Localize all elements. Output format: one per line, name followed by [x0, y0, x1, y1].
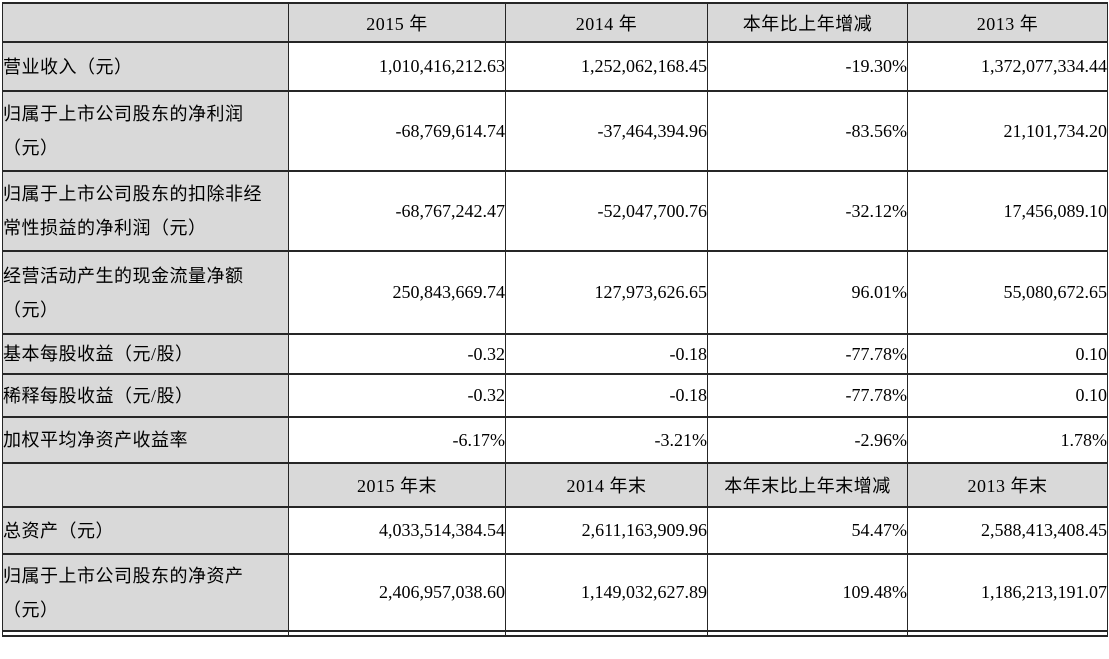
- value-2014-yearend: 1,149,032,627.89: [505, 553, 708, 632]
- financial-summary-table: 2015 年 2014 年 本年比上年增减 2013 年 营业收入（元） 1,0…: [2, 2, 1108, 637]
- value-2013: 21,101,734.20: [907, 90, 1108, 172]
- value-2013: 55,080,672.65: [907, 250, 1108, 335]
- value-2015: -0.32: [288, 373, 506, 418]
- metric-label: 归属于上市公司股东的净利润 （元）: [2, 90, 289, 172]
- value-2013: 1,372,077,334.44: [907, 41, 1108, 92]
- value-2015-yearend: 2,406,957,038.60: [288, 553, 506, 632]
- metric-label: 稀释每股收益（元/股）: [2, 373, 289, 418]
- value-2013-yearend: 2,588,413,408.45: [907, 506, 1108, 555]
- value-2014: 127,973,626.65: [505, 250, 708, 335]
- clipped-cell: [2, 630, 289, 637]
- value-2015: -0.32: [288, 333, 506, 375]
- metric-label: 经营活动产生的现金流量净额 （元）: [2, 250, 289, 335]
- value-yearend-change: 54.47%: [707, 506, 908, 555]
- table-header-row-yearend: 2015 年末 2014 年末 本年末比上年末增减 2013 年末: [2, 462, 1108, 508]
- value-2014: 1,252,062,168.45: [505, 41, 708, 92]
- table-row-operating-cash-flow: 经营活动产生的现金流量净额 （元） 250,843,669.74 127,973…: [2, 250, 1108, 335]
- value-2015: -68,769,614.74: [288, 90, 506, 172]
- header-2015: 2015 年: [288, 2, 506, 43]
- clipped-cell: [505, 630, 708, 637]
- header-yoy-change: 本年比上年增减: [707, 2, 908, 43]
- value-2014: -0.18: [505, 333, 708, 375]
- value-yoy-change: -19.30%: [707, 41, 908, 92]
- value-2013: 17,456,089.10: [907, 170, 1108, 252]
- table-row-net-assets: 归属于上市公司股东的净资产 （元） 2,406,957,038.60 1,149…: [2, 553, 1108, 632]
- header-blank: [2, 462, 289, 508]
- value-2013: 0.10: [907, 333, 1108, 375]
- metric-label: 总资产（元）: [2, 506, 289, 555]
- value-2015-yearend: 4,033,514,384.54: [288, 506, 506, 555]
- table-header-row-annual: 2015 年 2014 年 本年比上年增减 2013 年: [2, 2, 1108, 43]
- table-row-weighted-avg-roe: 加权平均净资产收益率 -6.17% -3.21% -2.96% 1.78%: [2, 416, 1108, 464]
- header-2015-yearend: 2015 年末: [288, 462, 506, 508]
- value-2014: -0.18: [505, 373, 708, 418]
- table-row-operating-revenue: 营业收入（元） 1,010,416,212.63 1,252,062,168.4…: [2, 41, 1108, 92]
- value-yoy-change: -32.12%: [707, 170, 908, 252]
- clipped-cell: [907, 630, 1108, 637]
- value-2015: 1,010,416,212.63: [288, 41, 506, 92]
- value-2013-yearend: 1,186,213,191.07: [907, 553, 1108, 632]
- metric-label: 基本每股收益（元/股）: [2, 333, 289, 375]
- clipped-cell: [707, 630, 908, 637]
- table-row-clipped: [2, 630, 1108, 637]
- value-yoy-change: -83.56%: [707, 90, 908, 172]
- header-2013: 2013 年: [907, 2, 1108, 43]
- value-2015: 250,843,669.74: [288, 250, 506, 335]
- metric-label: 归属于上市公司股东的净资产 （元）: [2, 553, 289, 632]
- value-yoy-change: -77.78%: [707, 373, 908, 418]
- table-row-net-profit-excl-nonrecurring: 归属于上市公司股东的扣除非经 常性损益的净利润（元） -68,767,242.4…: [2, 170, 1108, 252]
- header-blank: [2, 2, 289, 43]
- metric-label: 加权平均净资产收益率: [2, 416, 289, 464]
- header-2014: 2014 年: [505, 2, 708, 43]
- value-yoy-change: 96.01%: [707, 250, 908, 335]
- header-yearend-change: 本年末比上年末增减: [707, 462, 908, 508]
- header-2014-yearend: 2014 年末: [505, 462, 708, 508]
- value-yoy-change: -2.96%: [707, 416, 908, 464]
- table-row-net-profit: 归属于上市公司股东的净利润 （元） -68,769,614.74 -37,464…: [2, 90, 1108, 172]
- value-2014: -3.21%: [505, 416, 708, 464]
- metric-label: 营业收入（元）: [2, 41, 289, 92]
- clipped-cell: [288, 630, 506, 637]
- value-2014: -37,464,394.96: [505, 90, 708, 172]
- table-row-basic-eps: 基本每股收益（元/股） -0.32 -0.18 -77.78% 0.10: [2, 333, 1108, 375]
- metric-label: 归属于上市公司股东的扣除非经 常性损益的净利润（元）: [2, 170, 289, 252]
- value-yearend-change: 109.48%: [707, 553, 908, 632]
- table-row-total-assets: 总资产（元） 4,033,514,384.54 2,611,163,909.96…: [2, 506, 1108, 555]
- value-2014-yearend: 2,611,163,909.96: [505, 506, 708, 555]
- value-2015: -6.17%: [288, 416, 506, 464]
- value-2013: 0.10: [907, 373, 1108, 418]
- value-2015: -68,767,242.47: [288, 170, 506, 252]
- value-2014: -52,047,700.76: [505, 170, 708, 252]
- value-2013: 1.78%: [907, 416, 1108, 464]
- header-2013-yearend: 2013 年末: [907, 462, 1108, 508]
- value-yoy-change: -77.78%: [707, 333, 908, 375]
- table-row-diluted-eps: 稀释每股收益（元/股） -0.32 -0.18 -77.78% 0.10: [2, 373, 1108, 418]
